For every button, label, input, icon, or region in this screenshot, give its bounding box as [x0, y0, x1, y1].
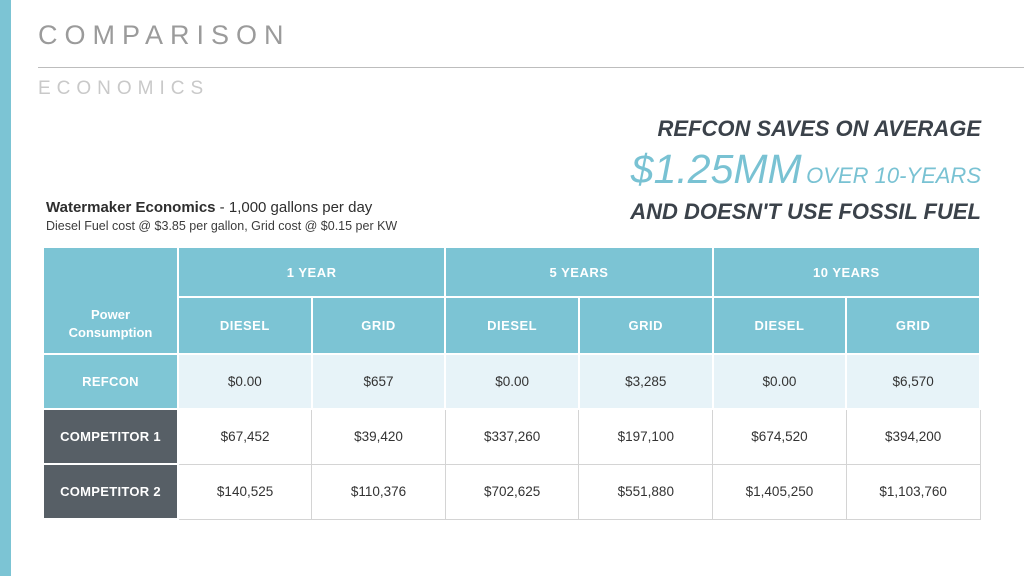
- corner-header-label: Power Consumption: [68, 306, 153, 340]
- left-accent-bar: [0, 0, 11, 576]
- table-cell: $674,520: [712, 408, 847, 465]
- table-intro-title: Watermaker Economics - 1,000 gallons per…: [46, 199, 397, 216]
- sub-header-diesel-10: DIESEL: [711, 296, 848, 355]
- economics-table: Power Consumption 1 YEAR 5 YEARS 10 YEAR…: [42, 246, 982, 520]
- sub-header-grid-10: GRID: [845, 296, 981, 355]
- sub-header-grid-5: GRID: [577, 296, 714, 355]
- table-row-competitor-1: COMPETITOR 1 $67,452 $39,420 $337,260 $1…: [42, 408, 981, 465]
- table-cell: $67,452: [177, 408, 313, 465]
- table-cell: $337,260: [444, 408, 580, 465]
- table-cell: $0.00: [177, 353, 313, 410]
- savings-callout: REFCON SAVES ON AVERAGE $1.25MM OVER 10-…: [630, 116, 981, 225]
- table-row-refcon: REFCON $0.00 $657 $0.00 $3,285 $0.00 $6,…: [42, 353, 981, 410]
- table-cell: $110,376: [311, 463, 446, 520]
- table-group-header-row: Power Consumption 1 YEAR 5 YEARS 10 YEAR…: [42, 246, 982, 355]
- table-intro-title-bold: Watermaker Economics: [46, 199, 216, 216]
- table-row-competitor-2: COMPETITOR 2 $140,525 $110,376 $702,625 …: [42, 463, 981, 520]
- group-header-5-years: 5 YEARS: [444, 246, 714, 298]
- table-cell: $1,103,760: [845, 463, 981, 520]
- table-cell: $551,880: [578, 463, 714, 520]
- callout-amount: $1.25MM: [630, 146, 802, 192]
- table-intro-title-rest: - 1,000 gallons per day: [215, 199, 373, 216]
- corner-header-cell: Power Consumption: [42, 246, 179, 355]
- table-cell: $0.00: [711, 353, 848, 410]
- row-label-refcon: REFCON: [42, 353, 179, 410]
- table-cell: $3,285: [577, 353, 714, 410]
- page-subtitle: ECONOMICS: [38, 78, 210, 99]
- page-title: COMPARISON: [38, 20, 291, 50]
- table-cell: $394,200: [845, 408, 981, 465]
- sub-header-diesel-1: DIESEL: [177, 296, 313, 355]
- table-cell: $0.00: [444, 353, 580, 410]
- table-cell: $657: [310, 353, 447, 410]
- table-cell: $6,570: [845, 353, 981, 410]
- group-header-1-year: 1 YEAR: [176, 246, 447, 298]
- table-intro-note: Diesel Fuel cost @ $3.85 per gallon, Gri…: [46, 219, 398, 233]
- table-cell: $702,625: [444, 463, 580, 520]
- title-divider: [38, 67, 1024, 68]
- sub-header-diesel-5: DIESEL: [444, 296, 580, 355]
- callout-amount-line: $1.25MM OVER 10-YEARS: [630, 146, 981, 192]
- callout-line2: AND DOESN'T USE FOSSIL FUEL: [630, 199, 981, 225]
- callout-amount-suffix: OVER 10-YEARS: [806, 163, 981, 188]
- table-cell: $140,525: [177, 463, 313, 520]
- callout-line1: REFCON SAVES ON AVERAGE: [657, 116, 981, 141]
- table-intro: Watermaker Economics - 1,000 gallons per…: [46, 199, 397, 233]
- table-cell: $39,420: [311, 408, 446, 465]
- sub-header-grid-1: GRID: [310, 296, 447, 355]
- group-header-10-years: 10 YEARS: [711, 246, 982, 298]
- table-cell: $1,405,250: [712, 463, 847, 520]
- row-label-competitor-2: COMPETITOR 2: [42, 463, 179, 520]
- table-sub-header-row: DIESEL GRID DIESEL GRID DIESEL GRID: [43, 296, 981, 355]
- table-cell: $197,100: [578, 408, 714, 465]
- row-label-competitor-1: COMPETITOR 1: [42, 408, 179, 465]
